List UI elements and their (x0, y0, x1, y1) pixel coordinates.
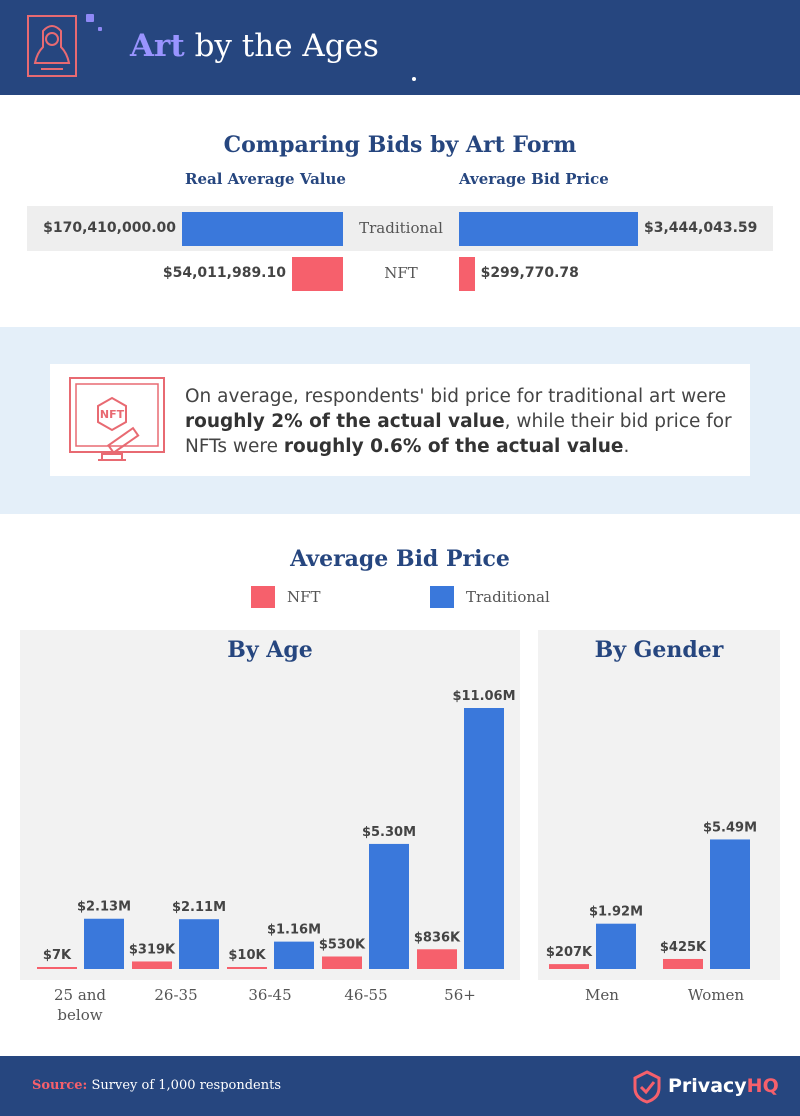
age-bar-nft-3 (322, 956, 362, 969)
legend-label-traditional: Traditional (466, 588, 550, 606)
column-header-bid-price: Average Bid Price (459, 170, 609, 188)
gender-bar-nft-1 (663, 958, 703, 969)
gender-value-label-nft-1: $425K (660, 940, 707, 955)
value-label-real-traditional: $170,410,000.00 (43, 220, 176, 236)
age-value-label-traditional-3: $5.30M (362, 825, 416, 840)
age-x-label-3: 46-55 (344, 986, 388, 1004)
row-highlight (27, 206, 773, 251)
age-x-label-1: 26-35 (154, 986, 198, 1004)
svg-text:NFT: NFT (100, 408, 125, 421)
footer: Source: Survey of 1,000 respondents Priv… (0, 1056, 800, 1116)
gender-x-label-1: Women (687, 986, 745, 1004)
nft-auction-gavel-icon: NFT (68, 376, 172, 468)
gender-bar-traditional-0 (596, 923, 636, 969)
shield-check-icon (633, 1070, 661, 1104)
callout-text: On average, respondents' bid price for t… (185, 386, 732, 457)
gender-x-label-0: Men (585, 986, 619, 1004)
brand-logo: PrivacyHQ (632, 1070, 782, 1104)
age-value-label-nft-3: $530K (319, 937, 366, 952)
decorative-dot (412, 77, 416, 81)
bar-real-nft (291, 257, 343, 291)
age-bar-traditional-1 (179, 919, 219, 969)
gender-value-label-nft-0: $207K (546, 945, 593, 960)
age-value-label-nft-4: $836K (414, 930, 461, 945)
age-bar-nft-1 (132, 961, 172, 969)
bar-bid-nft (459, 257, 475, 291)
age-chart-title: By Age (227, 637, 313, 663)
bar-real-traditional (182, 212, 343, 246)
age-bar-traditional-3 (369, 843, 409, 969)
value-label-bid-traditional: $3,444,043.59 (644, 220, 758, 236)
comparison-title: Comparing Bids by Art Form (223, 132, 577, 158)
bar-bid-traditional (459, 212, 638, 246)
brand-name: PrivacyHQ (668, 1075, 779, 1097)
value-label-bid-nft: $299,770.78 (480, 265, 579, 281)
age-x-label-4: 56+ (444, 986, 476, 1004)
source-note: Source: Survey of 1,000 respondents (32, 1078, 282, 1093)
age-x-label-0: 25 and below (53, 986, 107, 1024)
bid-section-title: Average Bid Price (290, 546, 510, 572)
category-label-nft: NFT (384, 264, 418, 282)
age-value-label-traditional-1: $2.11M (172, 900, 226, 915)
age-value-label-traditional-4: $11.06M (452, 689, 515, 704)
page-title: Art by the Ages (130, 28, 379, 64)
age-value-label-nft-2: $10K (228, 948, 266, 963)
callout-card: NFT On average, respondents' bid price f… (50, 364, 750, 476)
age-bar-nft-4 (417, 949, 457, 969)
age-bar-traditional-4 (464, 708, 504, 969)
gender-chart-title: By Gender (594, 637, 724, 663)
age-value-label-traditional-2: $1.16M (267, 923, 321, 938)
legend-swatch-traditional (430, 586, 454, 608)
age-bar-traditional-2 (274, 941, 314, 969)
value-label-real-nft: $54,011,989.10 (162, 265, 286, 281)
age-x-label-2: 36-45 (248, 986, 292, 1004)
age-bar-nft-0 (37, 967, 77, 969)
header-banner: Art by the Ages (0, 0, 800, 95)
age-value-label-traditional-0: $2.13M (77, 900, 131, 915)
decorative-square (98, 27, 102, 31)
gender-value-label-traditional-0: $1.92M (589, 905, 643, 920)
gender-bar-nft-0 (549, 964, 589, 969)
age-bar-traditional-0 (84, 918, 124, 969)
gender-bar-traditional-1 (710, 839, 750, 969)
age-value-label-nft-0: $7K (43, 948, 72, 963)
gender-value-label-traditional-1: $5.49M (703, 820, 757, 835)
column-header-real-value: Real Average Value (185, 170, 346, 188)
age-value-label-nft-1: $319K (129, 942, 176, 957)
legend-label-nft: NFT (287, 588, 321, 606)
age-bar-nft-2 (227, 967, 267, 969)
decorative-square (86, 14, 94, 22)
legend-swatch-nft (251, 586, 275, 608)
portrait-frame-icon (27, 15, 77, 77)
category-label-traditional: Traditional (359, 219, 443, 237)
